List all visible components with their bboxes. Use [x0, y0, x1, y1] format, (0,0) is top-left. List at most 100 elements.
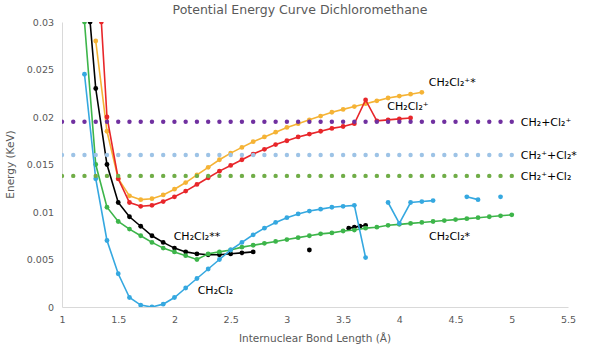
data-point: [419, 199, 424, 204]
data-point: [251, 153, 255, 157]
data-point: [88, 22, 93, 24]
data-point: [150, 174, 154, 178]
data-point: [139, 174, 143, 178]
data-point: [116, 153, 120, 157]
series-label: CH₂⁺+Cl₂: [521, 170, 572, 183]
data-point: [352, 203, 357, 208]
data-point: [420, 120, 424, 124]
data-point: [284, 138, 289, 143]
data-point: [94, 174, 98, 178]
data-point: [82, 22, 87, 24]
chart-svg: 11.522.533.544.555.500.0050.010.0150.020…: [0, 0, 600, 347]
data-point: [262, 241, 267, 246]
data-point: [195, 257, 200, 262]
series-4: [82, 72, 503, 307]
x-tick: 4.5: [449, 307, 464, 325]
data-point: [228, 120, 232, 124]
data-point: [453, 217, 458, 222]
x-tick: 5: [509, 307, 515, 325]
y-tick-label: 0.03: [33, 17, 54, 28]
data-point: [296, 235, 301, 240]
data-point: [240, 145, 245, 150]
data-point: [510, 174, 514, 178]
data-point: [307, 153, 311, 157]
data-point: [240, 245, 245, 250]
series-2: [88, 22, 368, 257]
data-point: [408, 174, 412, 178]
data-point: [442, 218, 447, 223]
data-point: [262, 226, 267, 231]
data-point: [138, 233, 143, 238]
data-point: [476, 215, 481, 220]
data-point: [99, 22, 104, 24]
x-tick-label: 3: [284, 314, 290, 325]
data-point: [183, 120, 187, 124]
data-point: [307, 248, 312, 253]
data-point: [139, 120, 143, 124]
data-point: [352, 120, 356, 124]
data-point: [453, 120, 457, 124]
series-label: CH₂Cl₂*: [429, 230, 471, 243]
data-point: [150, 233, 155, 238]
data-point: [150, 203, 155, 208]
data-point: [172, 187, 177, 192]
data-point: [183, 174, 187, 178]
data-point: [510, 153, 514, 157]
data-point: [498, 174, 502, 178]
data-point: [318, 129, 323, 134]
data-point: [251, 152, 256, 157]
data-point: [318, 207, 323, 212]
data-point: [296, 174, 300, 178]
data-point: [228, 248, 233, 253]
data-point: [71, 153, 75, 157]
data-point: [105, 153, 109, 157]
data-point: [183, 180, 188, 185]
series-6: [62, 153, 514, 157]
series-label: CH₂Cl₂: [198, 284, 234, 297]
data-point: [386, 153, 390, 157]
data-point: [273, 239, 278, 244]
data-point: [195, 153, 199, 157]
x-tick: 4: [397, 307, 403, 325]
data-point: [206, 267, 211, 272]
data-point: [127, 200, 132, 205]
data-point: [487, 153, 491, 157]
data-point: [341, 120, 345, 124]
data-point: [363, 120, 367, 124]
data-point: [262, 147, 267, 152]
data-point: [251, 139, 256, 144]
data-point: [139, 153, 143, 157]
data-point: [206, 165, 211, 170]
x-tick-label: 3.5: [336, 314, 351, 325]
data-point: [228, 248, 233, 253]
x-axis-line: [63, 307, 569, 308]
data-point: [453, 174, 457, 178]
data-point: [206, 153, 210, 157]
data-point: [217, 257, 222, 262]
data-point: [262, 135, 267, 140]
data-point: [138, 303, 143, 307]
data-point: [329, 110, 334, 115]
data-point: [150, 196, 155, 201]
y-tick: 0: [48, 302, 62, 313]
data-point: [217, 153, 221, 157]
data-point: [498, 194, 503, 199]
data-point: [240, 153, 244, 157]
data-point: [397, 120, 401, 124]
series-line: [101, 22, 410, 206]
series-line: [96, 41, 422, 200]
data-point: [397, 153, 401, 157]
data-point: [498, 153, 502, 157]
data-point: [307, 132, 312, 137]
data-point: [284, 125, 289, 130]
data-point: [487, 174, 491, 178]
data-point: [476, 153, 480, 157]
data-point: [183, 253, 188, 258]
y-tick: 0.01: [33, 207, 62, 218]
series-7: [62, 174, 514, 178]
y-tick: 0.015: [27, 159, 62, 170]
data-point: [273, 153, 277, 157]
data-point: [94, 120, 98, 124]
data-point: [161, 174, 165, 178]
data-point: [465, 120, 469, 124]
